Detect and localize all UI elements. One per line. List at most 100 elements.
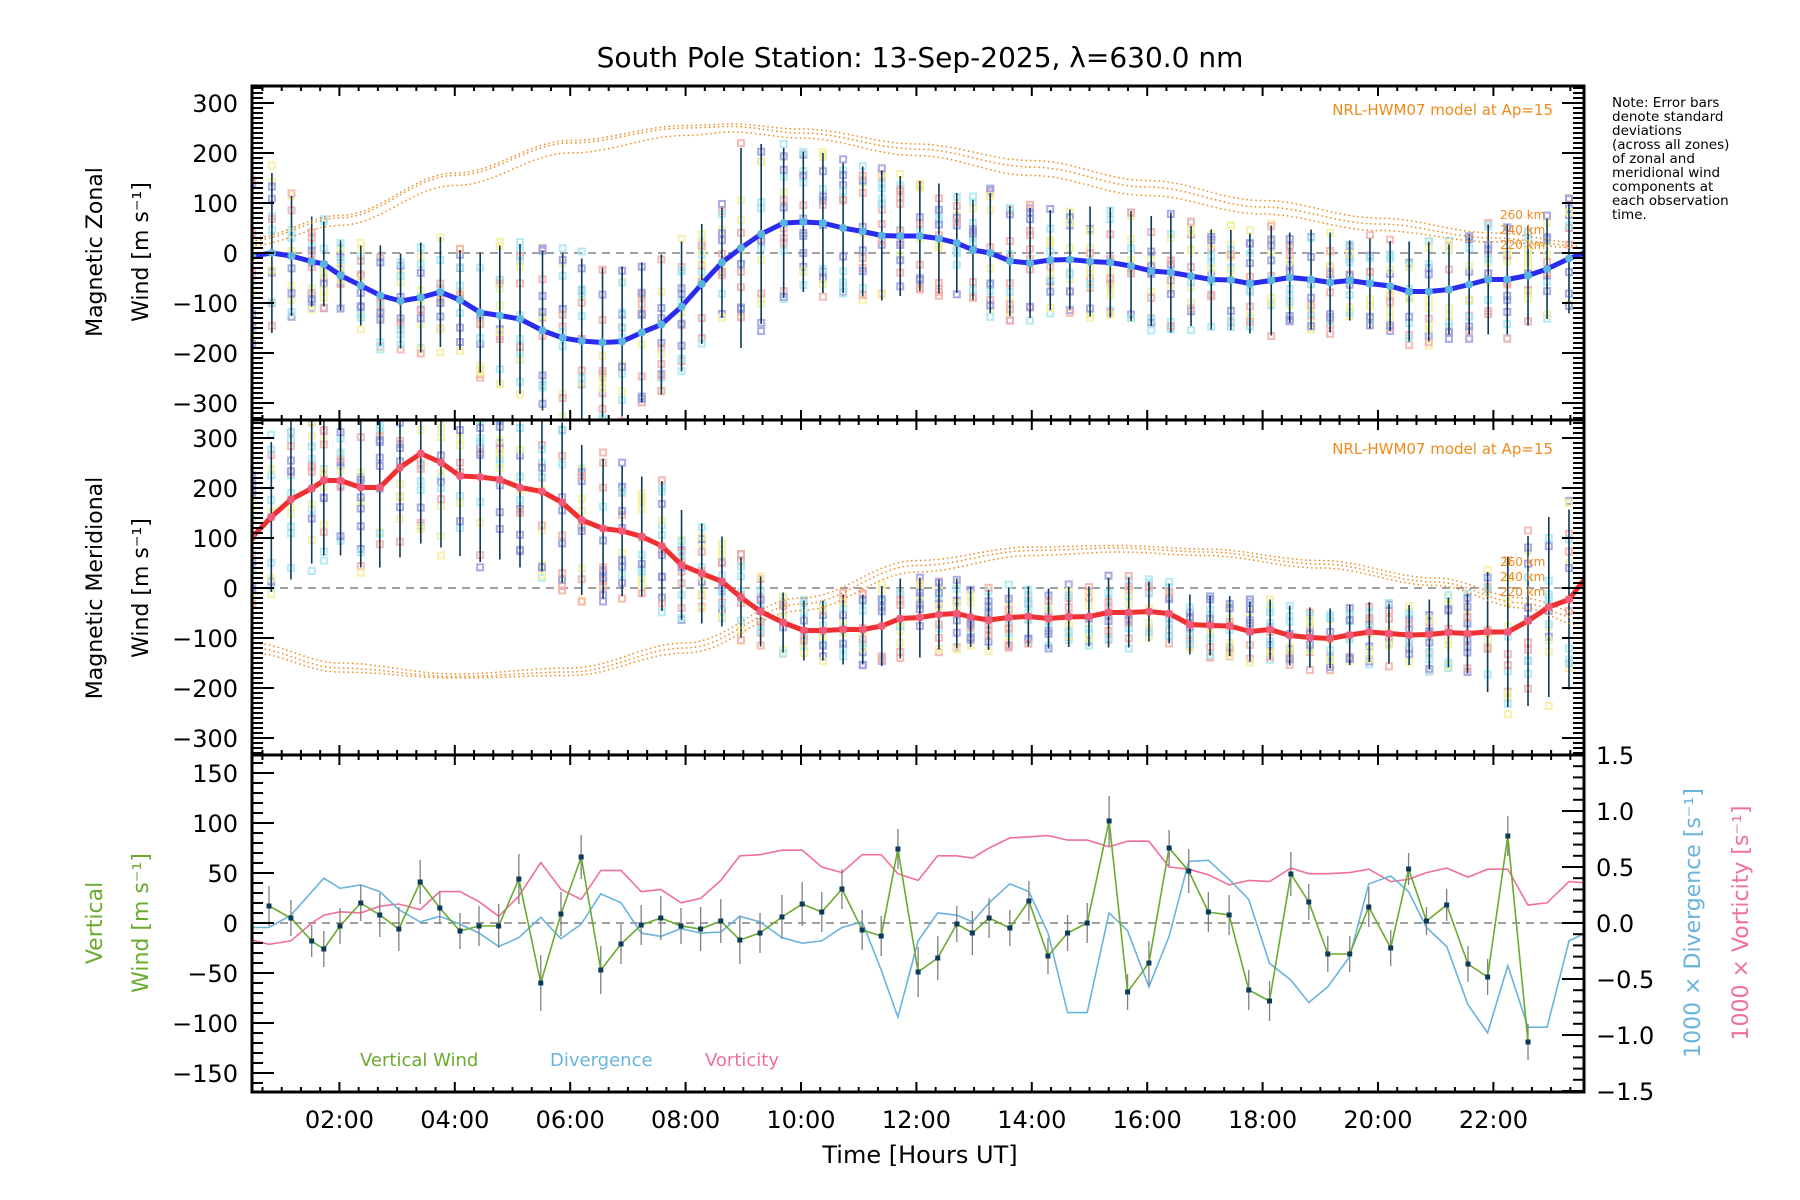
zonal-data-point: [336, 271, 345, 280]
zonal-zone-sample: [495, 237, 504, 246]
legend-divergence: Divergence: [550, 1050, 653, 1071]
meridional-zone-sample: [618, 594, 627, 603]
meridional-data-point: [799, 626, 808, 635]
meridional-zone-sample: [307, 566, 316, 575]
meridional-zone-sample: [476, 563, 485, 572]
zonal-data-point: [697, 280, 706, 288]
vorticity-line: [252, 834, 1583, 946]
zonal-data-point: [1345, 276, 1354, 285]
vertical-ytick-label: −50: [187, 960, 238, 988]
meridional-wind-panel: −300 −200 −100 0 100 200 300: [172, 390, 1586, 757]
zonal-data-point: [986, 249, 995, 257]
vertical-wind-point: [1125, 989, 1131, 995]
meridional-zone-sample: [457, 390, 463, 396]
zonal-data-point: [1405, 287, 1414, 296]
meridional-zone-sample: [1064, 580, 1073, 589]
vertical-wind-point: [737, 937, 743, 943]
zonal-data-point: [877, 231, 886, 240]
meridional-data-point: [779, 618, 788, 627]
meridional-data-point: [1124, 608, 1133, 617]
meridional-zone-sample: [1503, 710, 1512, 719]
vertical-wind-point: [309, 938, 315, 944]
vertical-wind-point: [1288, 871, 1294, 877]
zonal-zone-sample: [677, 234, 686, 243]
meridional-ytick-label: −300: [172, 725, 238, 753]
right-ytick-label: −1.0: [1596, 1022, 1654, 1050]
zonal-data-point: [1307, 275, 1316, 284]
right-ytick-label: 1.5: [1596, 742, 1634, 770]
meridional-zone-sample: [1524, 526, 1533, 535]
meridional-ylabel-line1: Magnetic Meridional: [83, 477, 108, 699]
vertical-wind-point: [718, 918, 724, 924]
zonal-data-point: [896, 232, 905, 240]
zonal-zone-sample: [779, 140, 788, 149]
vertical-wind-point: [1325, 951, 1331, 957]
meridional-zone-sample: [1483, 565, 1492, 574]
meridional-data-point: [356, 483, 365, 492]
xtick-label: 20:00: [1343, 1106, 1412, 1134]
errorbar-note: Note: Error bars denote standard deviati…: [1612, 95, 1730, 223]
xtick-label: 22:00: [1459, 1106, 1528, 1134]
x-axis-label: Time [Hours UT]: [821, 1141, 1017, 1169]
meridional-data-point: [877, 622, 886, 630]
zonal-zone-sample: [618, 417, 627, 420]
zonal-zone-sample: [1026, 200, 1035, 209]
zonal-zone-sample: [267, 161, 276, 170]
right-ytick-label: 0.0: [1596, 910, 1634, 938]
zonal-data-point: [637, 328, 646, 337]
vertical-wind-point: [1423, 918, 1429, 924]
vertical-wind-point: [954, 921, 960, 927]
meridional-data-point: [1384, 629, 1393, 638]
meridional-zone-sample: [577, 597, 586, 606]
zonal-zone-sample: [1245, 226, 1254, 235]
zonal-data-point: [858, 227, 867, 236]
zonal-zone-sample: [436, 348, 445, 357]
zonal-model-label: NRL-HWM07 model at Ap=15: [1332, 101, 1553, 119]
vertical-wind-point: [1007, 925, 1013, 931]
zonal-data-point: [577, 337, 586, 345]
zonal-plot-area: [252, 123, 1584, 420]
vertical-wind-point: [288, 915, 294, 921]
zonal-zone-sample: [319, 215, 328, 224]
vorticity-ylabel: 1000 × Vorticity [s⁻¹]: [1729, 806, 1754, 1041]
meridional-data-point: [395, 463, 404, 472]
figure-title: South Pole Station: 13-Sep-2025, λ=630.0…: [597, 41, 1244, 74]
zonal-data-point: [495, 311, 504, 320]
vertical-wind-point: [578, 854, 584, 860]
zonal-data-point: [1065, 255, 1074, 264]
meridional-data-point: [736, 593, 745, 602]
vertical-wind-point: [779, 914, 785, 920]
vertical-wind-point: [698, 926, 704, 932]
zonal-data-point: [799, 218, 808, 226]
meridional-model-alt-240: 240 km: [1500, 570, 1545, 584]
meridional-zone-sample: [1305, 666, 1314, 675]
xtick-label: 06:00: [536, 1106, 605, 1134]
vertical-wind-point: [618, 941, 624, 947]
meridional-data-point: [1503, 628, 1512, 636]
zonal-data-point: [287, 252, 296, 260]
meridional-zone-sample: [477, 390, 483, 396]
zonal-data-point: [717, 258, 726, 267]
zonal-ylabel-line1: Magnetic Zonal: [83, 167, 108, 337]
xtick-label: 18:00: [1228, 1106, 1297, 1134]
meridional-data-point: [1206, 621, 1215, 630]
zonal-zone-sample: [877, 164, 886, 173]
zonal-zone-sample: [1187, 326, 1196, 335]
xtick-label: 08:00: [651, 1106, 720, 1134]
zonal-zone-sample: [376, 345, 385, 354]
meridional-data-point: [1405, 631, 1414, 639]
vertical-wind-point: [678, 923, 684, 929]
zonal-data-point: [1106, 258, 1115, 267]
meridional-data-point: [537, 487, 546, 496]
zonal-data-point: [307, 257, 316, 266]
vertical-wind-point: [658, 915, 664, 921]
zonal-data-point: [1026, 259, 1035, 267]
vertical-wind-point: [558, 911, 564, 917]
divergence-ylabel: 1000 × Divergence [s⁻¹]: [1681, 788, 1706, 1058]
vertical-ytick-label: 100: [192, 810, 238, 838]
zonal-zone-sample: [839, 155, 848, 164]
zonal-model-curve-240km: [252, 125, 1579, 247]
zonal-ytick-label: 300: [192, 90, 238, 118]
meridional-ytick-label: 100: [192, 525, 238, 553]
zonal-ytick-label: −200: [172, 340, 238, 368]
